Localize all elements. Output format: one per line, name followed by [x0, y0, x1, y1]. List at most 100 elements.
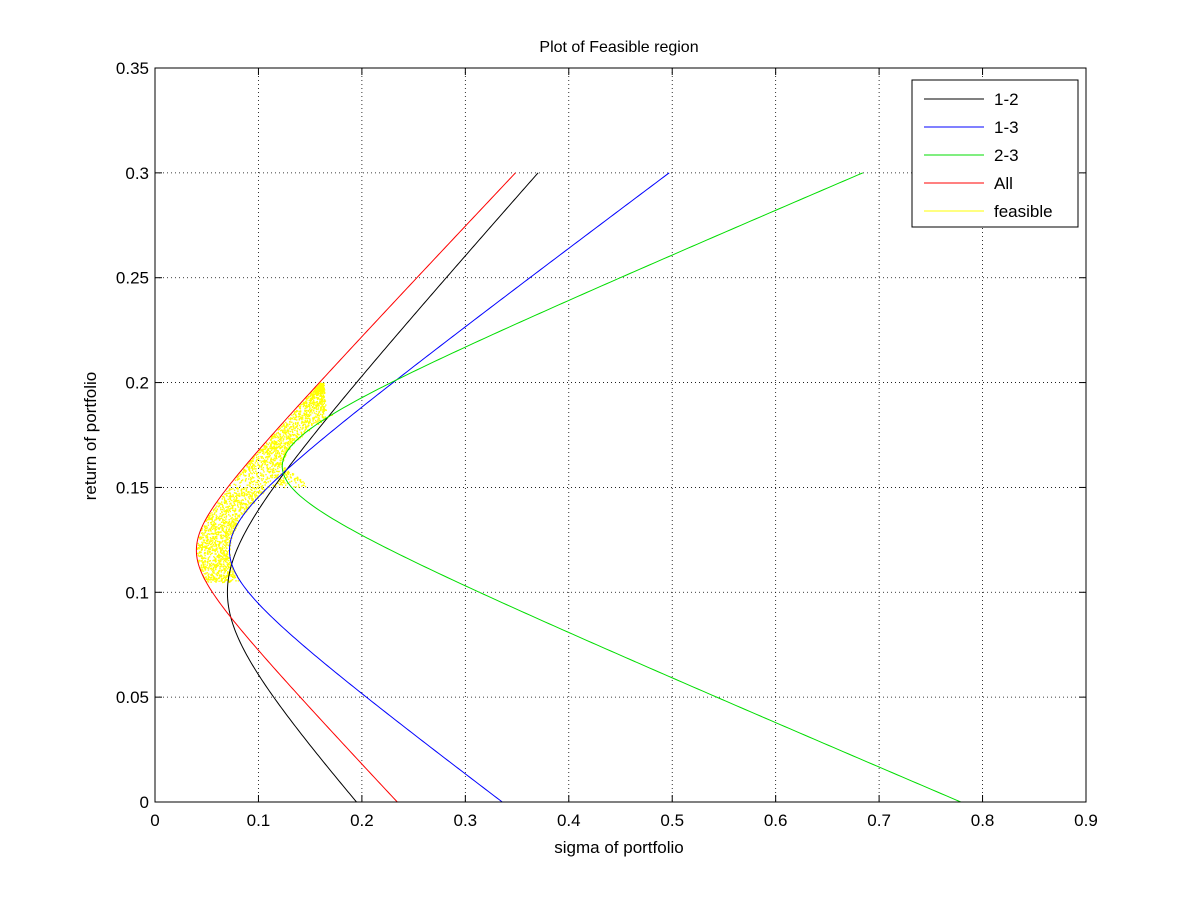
feasible-point: [225, 558, 228, 560]
feasible-point: [247, 463, 250, 465]
feasible-point: [264, 452, 267, 454]
feasible-point: [218, 541, 220, 543]
feasible-point: [213, 527, 215, 529]
feasible-point: [248, 502, 250, 504]
feasible-point: [216, 551, 219, 553]
feasible-point: [239, 514, 241, 516]
feasible-point: [314, 389, 316, 391]
feasible-point: [243, 488, 245, 491]
feasible-point: [314, 393, 316, 395]
feasible-point: [295, 435, 298, 437]
feasible-point: [233, 489, 236, 491]
feasible-point: [289, 440, 291, 442]
feasible-point: [311, 392, 313, 394]
feasible-point: [218, 561, 220, 563]
feasible-point: [248, 466, 251, 468]
feasible-point: [208, 573, 210, 575]
feasible-point: [285, 471, 287, 473]
feasible-point: [197, 544, 200, 547]
feasible-point: [317, 414, 319, 416]
feasible-point: [268, 452, 270, 454]
feasible-point: [301, 428, 303, 430]
feasible-point: [211, 576, 213, 578]
feasible-point: [203, 541, 205, 543]
feasible-point: [197, 561, 200, 564]
feasible-point: [302, 481, 304, 483]
feasible-point: [222, 521, 224, 523]
feasible-point: [275, 436, 277, 438]
feasible-point: [241, 506, 243, 508]
feasible-point: [286, 476, 289, 478]
feasible-point: [283, 486, 286, 489]
feasible-point: [283, 453, 286, 455]
feasible-point: [211, 518, 213, 521]
feasible-point: [211, 545, 213, 547]
feasible-point: [205, 547, 207, 550]
feasible-point: [222, 529, 224, 531]
feasible-point: [302, 405, 305, 408]
feasible-point: [204, 576, 206, 578]
feasible-point: [229, 563, 231, 565]
feasible-point: [226, 547, 228, 549]
feasible-point: [222, 506, 224, 508]
feasible-point: [216, 572, 219, 574]
feasible-point: [243, 503, 245, 505]
feasible-point: [284, 431, 286, 434]
feasible-point: [315, 404, 317, 407]
feasible-point: [216, 540, 219, 543]
feasible-point: [289, 434, 291, 436]
feasible-point: [289, 481, 291, 483]
feasible-point: [272, 446, 274, 448]
feasible-point: [212, 571, 214, 573]
feasible-point: [222, 496, 224, 498]
feasible-point: [209, 554, 212, 556]
feasible-point: [252, 463, 255, 466]
feasible-point: [198, 560, 201, 562]
feasible-point: [320, 388, 322, 390]
feasible-point: [233, 523, 236, 526]
feasible-point: [204, 567, 207, 569]
feasible-point: [197, 560, 199, 563]
feasible-point: [315, 405, 317, 408]
feasible-point: [211, 520, 214, 522]
feasible-point: [277, 443, 280, 445]
feasible-point: [210, 540, 212, 543]
feasible-point: [315, 419, 317, 422]
feasible-point: [300, 431, 302, 434]
feasible-point: [222, 537, 224, 539]
feasible-point: [301, 414, 303, 417]
feasible-point: [223, 498, 226, 501]
feasible-point: [256, 491, 258, 493]
feasible-point: [201, 536, 203, 538]
feasible-point: [209, 560, 211, 562]
feasible-point: [290, 442, 292, 444]
feasible-point: [228, 540, 231, 542]
feasible-point: [232, 524, 235, 526]
feasible-point: [217, 572, 220, 575]
feasible-point: [207, 557, 210, 559]
feasible-point: [218, 577, 220, 579]
feasible-point: [228, 559, 230, 562]
feasible-point: [238, 492, 240, 495]
feasible-point: [244, 480, 247, 482]
feasible-point: [298, 434, 300, 436]
feasible-point: [237, 506, 239, 508]
feasible-point: [315, 401, 317, 404]
feasible-point: [239, 503, 241, 505]
feasible-point: [282, 453, 284, 455]
feasible-point: [233, 492, 236, 494]
feasible-point: [258, 464, 261, 467]
feasible-point: [220, 549, 222, 551]
feasible-point: [202, 570, 204, 572]
feasible-point: [218, 531, 220, 533]
feasible-point: [235, 527, 237, 530]
feasible-point: [212, 560, 214, 562]
feasible-point: [299, 478, 301, 481]
feasible-point: [236, 517, 238, 520]
feasible-point: [198, 555, 200, 557]
feasible-point: [287, 423, 289, 425]
feasible-point: [287, 443, 290, 445]
feasible-point: [257, 464, 259, 466]
feasible-point: [235, 498, 238, 500]
